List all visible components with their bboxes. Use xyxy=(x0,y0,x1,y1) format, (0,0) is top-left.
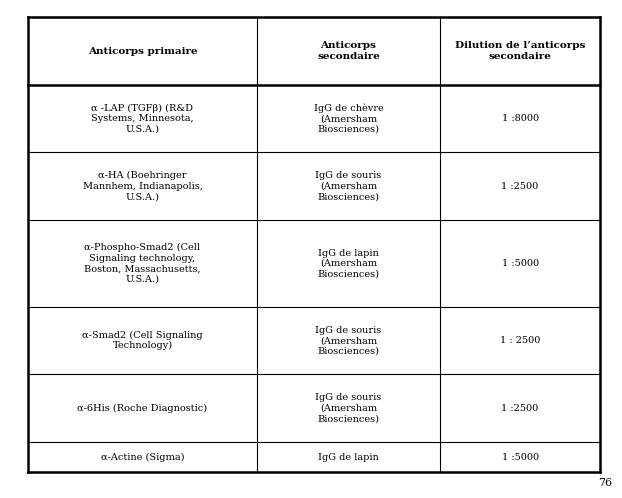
Text: 1 : 2500: 1 : 2500 xyxy=(500,336,541,345)
Bar xyxy=(440,374,600,442)
Bar xyxy=(440,152,600,220)
Bar xyxy=(257,442,440,472)
Text: 1 :2500: 1 :2500 xyxy=(501,404,539,413)
Text: IgG de chèvre
(Amersham
Biosciences): IgG de chèvre (Amersham Biosciences) xyxy=(313,104,383,133)
Bar xyxy=(440,220,600,307)
Text: Anticorps primaire: Anticorps primaire xyxy=(88,46,197,56)
Text: 1 :5000: 1 :5000 xyxy=(501,259,539,268)
Text: α-Smad2 (Cell Signaling
Technology): α-Smad2 (Cell Signaling Technology) xyxy=(82,331,203,351)
Text: α-Actine (Sigma): α-Actine (Sigma) xyxy=(101,453,184,462)
Bar xyxy=(440,442,600,472)
Bar xyxy=(28,307,257,374)
Text: IgG de souris
(Amersham
Biosciences): IgG de souris (Amersham Biosciences) xyxy=(315,171,381,201)
Text: α-Phospho-Smad2 (Cell
Signaling technology,
Boston, Massachusetts,
U.S.A.): α-Phospho-Smad2 (Cell Signaling technolo… xyxy=(84,244,201,283)
Bar xyxy=(257,307,440,374)
Bar xyxy=(257,17,440,85)
Bar xyxy=(257,374,440,442)
Text: Anticorps
secondaire: Anticorps secondaire xyxy=(317,41,380,61)
Bar xyxy=(28,152,257,220)
Text: IgG de lapin: IgG de lapin xyxy=(318,453,379,462)
Text: α-6His (Roche Diagnostic): α-6His (Roche Diagnostic) xyxy=(77,404,208,413)
Text: α-HA (Boehringer
Mannhem, Indianapolis,
U.S.A.): α-HA (Boehringer Mannhem, Indianapolis, … xyxy=(83,171,202,201)
Bar xyxy=(257,220,440,307)
Text: 1 :8000: 1 :8000 xyxy=(501,114,539,123)
Text: α -LAP (TGFβ) (R&D
Systems, Minnesota,
U.S.A.): α -LAP (TGFβ) (R&D Systems, Minnesota, U… xyxy=(91,104,193,133)
Bar xyxy=(28,220,257,307)
Text: IgG de lapin
(Amersham
Biosciences): IgG de lapin (Amersham Biosciences) xyxy=(317,249,379,278)
Text: 76: 76 xyxy=(598,478,613,488)
Bar xyxy=(440,85,600,152)
Bar xyxy=(257,152,440,220)
Text: IgG de souris
(Amersham
Biosciences): IgG de souris (Amersham Biosciences) xyxy=(315,326,381,356)
Bar xyxy=(440,307,600,374)
Bar xyxy=(257,85,440,152)
Text: IgG de souris
(Amersham
Biosciences): IgG de souris (Amersham Biosciences) xyxy=(315,393,381,423)
Text: Dilution de l’anticorps
secondaire: Dilution de l’anticorps secondaire xyxy=(455,41,585,61)
Text: 1 :5000: 1 :5000 xyxy=(501,453,539,462)
Bar xyxy=(28,85,257,152)
Bar xyxy=(28,374,257,442)
Bar xyxy=(28,17,257,85)
Bar xyxy=(28,442,257,472)
Text: 1 :2500: 1 :2500 xyxy=(501,182,539,191)
Bar xyxy=(440,17,600,85)
